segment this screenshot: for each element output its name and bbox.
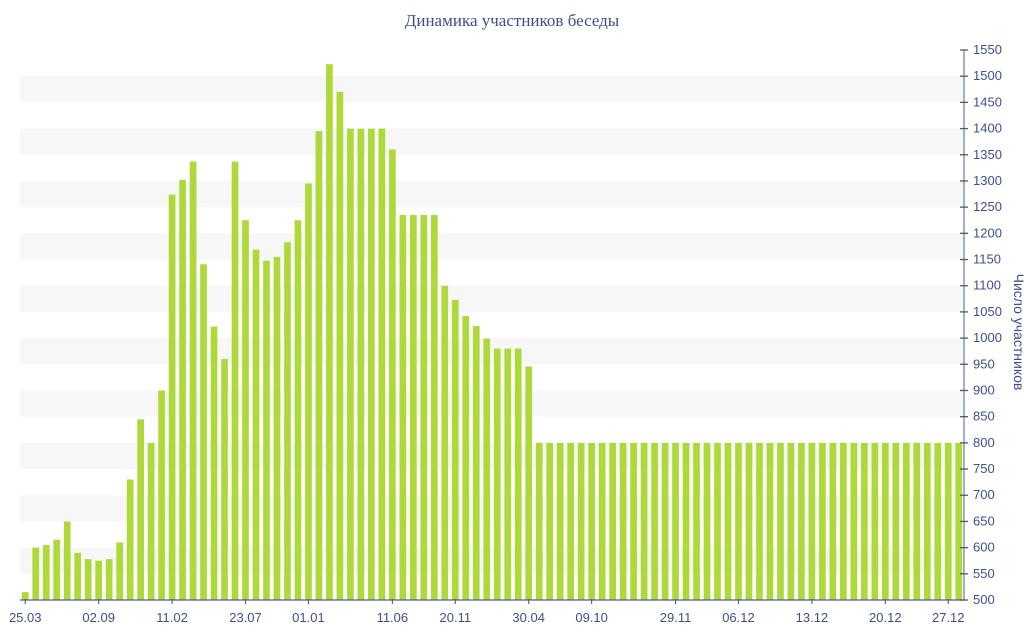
svg-text:1500: 1500 [973, 68, 1002, 83]
svg-text:29.11: 29.11 [660, 610, 692, 625]
svg-text:1050: 1050 [973, 304, 1002, 319]
svg-text:09.10: 09.10 [575, 610, 608, 625]
svg-text:06.12: 06.12 [722, 610, 755, 625]
svg-text:1100: 1100 [973, 278, 1001, 293]
svg-text:01.01: 01.01 [292, 610, 325, 625]
svg-text:500: 500 [973, 592, 995, 607]
svg-text:1000: 1000 [973, 330, 1002, 345]
svg-text:11.02: 11.02 [156, 610, 188, 625]
svg-text:600: 600 [973, 540, 995, 555]
svg-text:25.03: 25.03 [9, 610, 42, 625]
svg-text:550: 550 [973, 566, 995, 581]
svg-text:1450: 1450 [973, 94, 1002, 109]
svg-text:1300: 1300 [973, 173, 1002, 188]
svg-text:850: 850 [973, 409, 995, 424]
svg-text:800: 800 [973, 435, 995, 450]
svg-text:700: 700 [973, 487, 995, 502]
svg-text:23.07: 23.07 [229, 610, 262, 625]
svg-text:1350: 1350 [973, 147, 1002, 162]
svg-text:02.09: 02.09 [82, 610, 115, 625]
svg-text:650: 650 [973, 513, 995, 528]
svg-text:20.11: 20.11 [440, 610, 472, 625]
svg-text:1550: 1550 [973, 42, 1002, 57]
svg-text:27.12: 27.12 [932, 610, 965, 625]
svg-text:1250: 1250 [973, 199, 1002, 214]
svg-text:1200: 1200 [973, 225, 1002, 240]
svg-text:1400: 1400 [973, 121, 1002, 136]
svg-text:750: 750 [973, 461, 995, 476]
svg-text:20.12: 20.12 [869, 610, 902, 625]
svg-text:900: 900 [973, 382, 995, 397]
svg-text:950: 950 [973, 356, 995, 371]
svg-text:11.06: 11.06 [377, 610, 409, 625]
svg-text:13.12: 13.12 [796, 610, 829, 625]
svg-text:Число участников: Число участников [1011, 274, 1024, 391]
svg-text:30.04: 30.04 [512, 610, 545, 625]
svg-text:1150: 1150 [973, 252, 1001, 267]
